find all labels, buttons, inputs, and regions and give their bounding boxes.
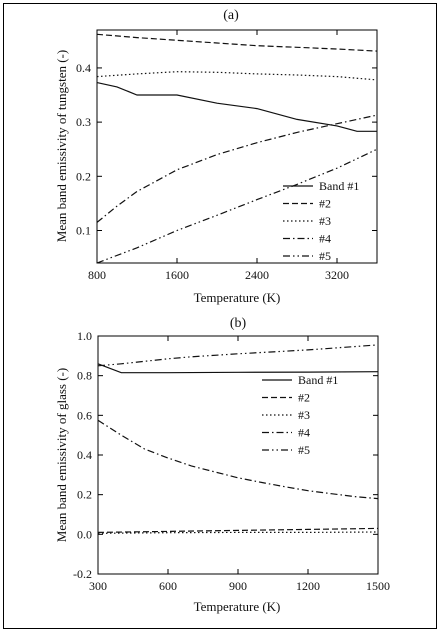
chart-a-x-tick-label: 800 <box>88 268 106 282</box>
chart-a-y-tick-label: 0.3 <box>76 115 91 129</box>
chart-a-x-tick-label: 3200 <box>325 268 349 282</box>
chart-b-legend-label-1: Band #1 <box>298 373 338 387</box>
chart-b-y-tick-label: 0.2 <box>77 488 92 502</box>
chart-b-x-axis-label: Temperature (K) <box>194 599 281 614</box>
chart-b-series-5-line <box>97 344 379 367</box>
chart-b-x-tick-label: 600 <box>159 579 177 593</box>
chart-a-legend: Band #1 #2 #3 #4 #5 <box>283 179 359 263</box>
chart-b-y-tick-label: 0.6 <box>77 408 92 422</box>
chart-a-legend-label-4: #4 <box>319 232 331 246</box>
chart-a-series-2-line <box>96 33 378 52</box>
chart-b-y-tick-label: 0.0 <box>77 527 92 541</box>
chart-a-series-1-line <box>96 82 377 132</box>
chart-b: (b) 300 600 900 1200 1500 -0.2 0.0 0.2 0.4 0.6 0.8… <box>54 316 390 614</box>
figure-frame <box>3 3 437 629</box>
chart-b-series-1-line <box>97 363 379 374</box>
chart-b-y-axis-label: Mean band emissivity of glass (-) <box>54 368 69 542</box>
chart-a-y-tick-label: 0.2 <box>76 169 91 183</box>
chart-b-series-3-line <box>97 531 379 534</box>
chart-a-legend-label-1: Band #1 <box>319 179 359 193</box>
chart-b-y-tick-label: 0.4 <box>77 448 92 462</box>
chart-a-series-5-line <box>96 148 378 264</box>
chart-a-y-axis-label: Mean band emissivity of tungsten (-) <box>54 50 69 242</box>
chart-b-x-tick-label: 1200 <box>296 579 320 593</box>
chart-b-x-tick-label: 1500 <box>366 579 390 593</box>
chart-a-y-tick-label: 0.4 <box>76 61 91 75</box>
chart-b-series-2-line <box>97 527 379 533</box>
chart-a-legend-label-5: #5 <box>319 249 331 263</box>
chart-b-legend-label-2: #2 <box>298 391 310 405</box>
chart-a-title: (a) <box>223 8 239 23</box>
chart-a-series-3-line <box>96 71 378 81</box>
chart-a-legend-label-3: #3 <box>319 214 331 228</box>
chart-b-y-tick-label: -0.2 <box>73 567 92 581</box>
chart-a-x-tick-label: 1600 <box>165 268 189 282</box>
chart-a-axes: 800 1600 2400 3200 0.1 0.2 0.3 0.4 <box>76 30 377 282</box>
chart-b-y-tick-label: 1.0 <box>77 329 92 343</box>
chart-a: (a) 800 1600 2400 3200 0.1 0.2 0.3 0.4 Temperat… <box>54 8 378 305</box>
chart-a-legend-label-2: #2 <box>319 197 331 211</box>
chart-a-x-tick-label: 2400 <box>245 268 269 282</box>
chart-a-y-tick-label: 0.1 <box>76 223 91 237</box>
chart-b-x-tick-label: 900 <box>229 579 247 593</box>
chart-b-title: (b) <box>230 316 247 331</box>
chart-b-series <box>97 344 379 534</box>
chart-b-legend-label-4: #4 <box>298 426 310 440</box>
chart-b-legend: Band #1 #2 #3 #4 #5 <box>262 373 338 457</box>
chart-b-axes: 300 600 900 1200 1500 -0.2 0.0 0.2 0.4 0.6 0.8 1.0 <box>73 329 390 593</box>
chart-b-series-4-line <box>97 419 379 500</box>
chart-a-x-axis-label: Temperature (K) <box>194 290 281 305</box>
chart-a-plot-area <box>96 29 378 264</box>
chart-b-legend-label-5: #5 <box>298 443 310 457</box>
chart-b-y-tick-label: 0.8 <box>77 369 92 383</box>
chart-b-x-tick-label: 300 <box>89 579 107 593</box>
chart-b-legend-label-3: #3 <box>298 408 310 422</box>
chart-a-series-4-line <box>96 114 378 223</box>
chart-a-series <box>96 33 378 264</box>
